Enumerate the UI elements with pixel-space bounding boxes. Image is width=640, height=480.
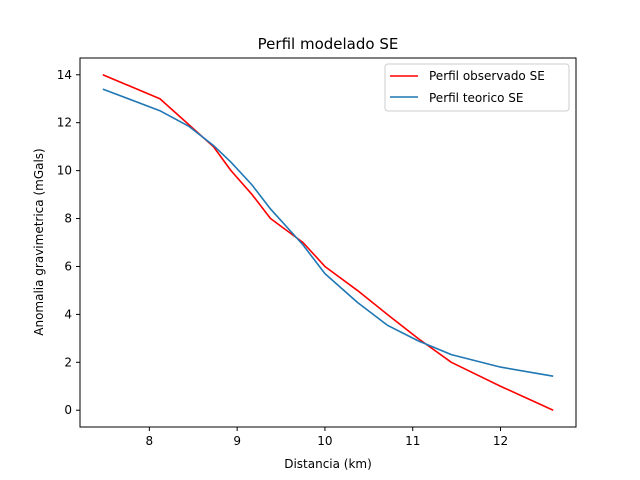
chart-title: Perfil modelado SE [258,35,399,53]
x-tick-label: 11 [405,434,420,448]
x-tick-label: 8 [146,434,154,448]
x-tick-label: 12 [493,434,508,448]
series-lines [102,74,554,411]
x-axis-label: Distancia (km) [284,457,372,471]
axes [79,57,577,428]
x-tick-label: 9 [233,434,241,448]
x-tick-label: 10 [317,434,332,448]
y-axis-label: Anomalia gravimetrica (mGals) [32,148,46,335]
series-line-1 [102,88,554,377]
legend-label-observado: Perfil observado SE [429,69,545,83]
axes-frame [79,57,577,428]
y-tick-label: 6 [64,259,72,273]
legend: Perfil observado SE Perfil teorico SE [384,63,570,112]
y-tick-label: 8 [64,212,72,226]
y-tick-label: 14 [57,68,72,82]
x-axis-ticks: 8 9 10 11 12 [146,427,508,448]
legend-label-teorico: Perfil teorico SE [429,91,523,105]
y-tick-label: 12 [57,116,72,130]
legend-box [384,63,570,112]
y-tick-label: 10 [57,164,72,178]
y-tick-label: 4 [64,307,72,321]
y-axis-ticks: 0 2 4 6 8 10 12 14 [57,68,80,417]
y-tick-label: 0 [64,403,72,417]
series-line-0 [102,74,554,411]
y-tick-label: 2 [64,355,72,369]
